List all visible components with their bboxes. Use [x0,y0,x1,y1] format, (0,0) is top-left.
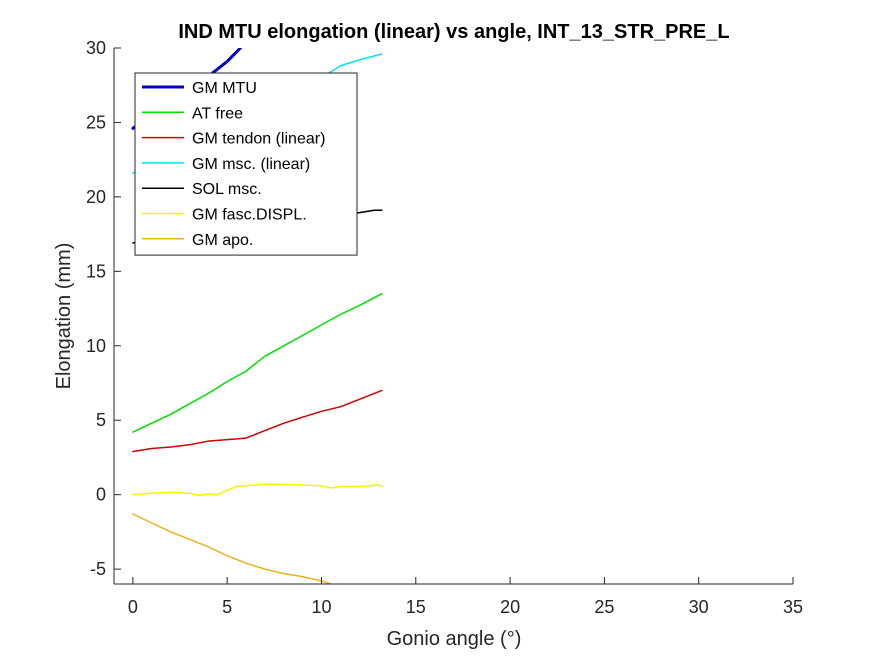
legend-label-gm-fasc-displ: GM fasc.DISPL. [192,207,307,224]
y-tick-label: 0 [96,485,106,505]
y-axis: -5 0 5 10 15 20 25 30 [86,38,121,584]
y-tick-label: 30 [86,38,106,58]
legend-label-gm-apo: GM apo. [192,232,253,249]
series-line-gm-apo [132,513,332,584]
y-tick-label: 15 [86,261,106,281]
x-tick-label: 20 [500,597,520,617]
x-tick-label: 10 [311,597,331,617]
series-line-gm-tendon-linear [132,389,383,453]
legend-label-gm-msc-linear: GM msc. (linear) [192,156,310,173]
series-line-at-free [132,292,383,433]
legend-label-at-free: AT free [192,105,243,122]
y-tick-label: 25 [86,112,106,132]
legend: GM MTU AT free GM tendon (linear) GM msc. (… [134,72,358,256]
y-tick-label: 20 [86,187,106,207]
y-tick-label: 10 [86,336,106,356]
legend-label-gm-tendon-linear: GM tendon (linear) [192,131,325,148]
x-axis-label: Gonio angle (°) [387,628,522,650]
series-line-gm-fasc-displ [132,483,383,497]
x-tick-label: 30 [689,597,709,617]
legend-label-sol-msc: SOL msc. [192,181,262,198]
x-axis: 0 5 10 15 20 25 30 35 [114,577,803,617]
x-tick-label: 0 [128,597,138,617]
x-tick-label: 5 [222,597,232,617]
legend-box [134,72,358,256]
y-tick-label: 5 [96,410,106,430]
chart-title: IND MTU elongation (linear) vs angle, IN… [178,21,729,43]
y-axis-label: Elongation (mm) [53,243,75,390]
x-tick-label: 25 [594,597,614,617]
y-tick-label: -5 [90,559,106,579]
legend-label-gm-mtu: GM MTU [192,80,257,97]
x-tick-label: 35 [783,597,803,617]
x-tick-label: 15 [406,597,426,617]
